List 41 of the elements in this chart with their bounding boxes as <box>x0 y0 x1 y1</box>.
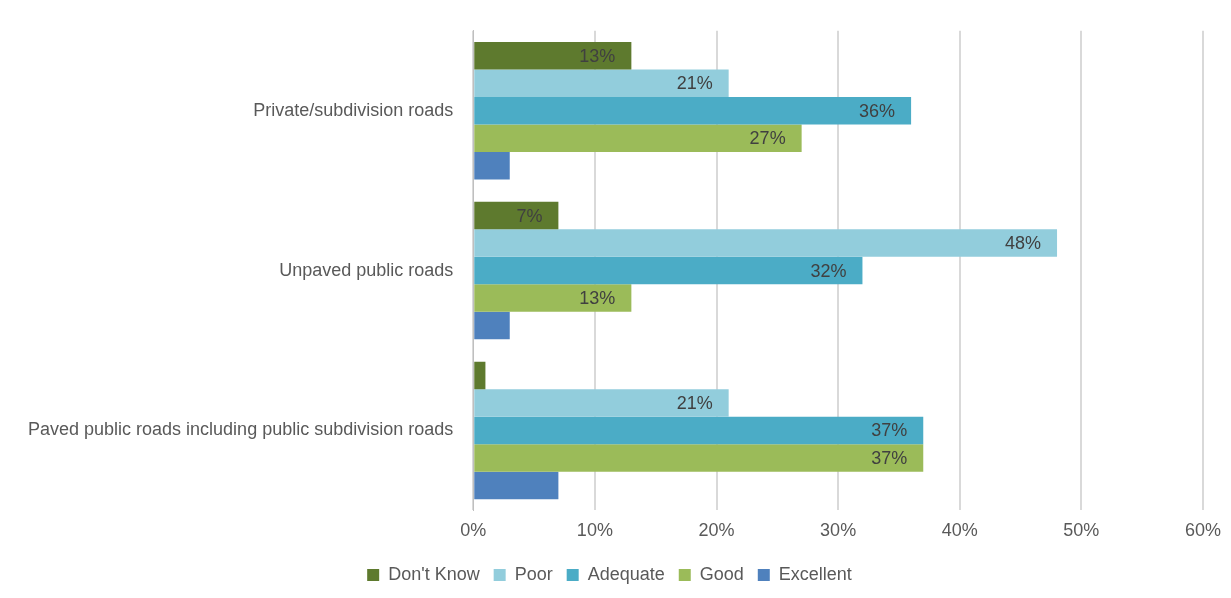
data-label: 21% <box>676 73 713 94</box>
bar <box>474 229 1058 257</box>
data-label: 21% <box>676 392 713 413</box>
legend-label: Good <box>699 563 744 584</box>
x-tick-label: 50% <box>1063 520 1100 541</box>
x-tick-label: 0% <box>460 520 487 541</box>
bar <box>474 284 632 312</box>
y-tick-label: Private/subdivision roads <box>253 99 454 120</box>
y-tick-label: Unpaved public roads <box>279 259 454 280</box>
data-label: 37% <box>871 420 908 441</box>
bar <box>474 151 510 180</box>
bar <box>474 124 802 152</box>
bar <box>474 416 924 445</box>
legend-label: Don't Know <box>388 563 481 584</box>
data-label: 7% <box>516 205 543 226</box>
x-tick-label: 40% <box>941 520 978 541</box>
bar <box>474 389 729 417</box>
data-label: 13% <box>579 288 616 309</box>
data-label: 32% <box>810 260 847 281</box>
bar <box>474 471 559 500</box>
x-tick-label: 30% <box>820 520 857 541</box>
legend-label: Excellent <box>778 563 852 584</box>
bar <box>474 201 559 230</box>
bar <box>474 96 912 125</box>
bar <box>474 361 486 390</box>
legend-label: Adequate <box>587 563 665 584</box>
bar <box>474 256 863 285</box>
data-label: 36% <box>859 100 896 121</box>
data-label: 48% <box>1005 233 1042 254</box>
bar <box>474 311 510 340</box>
x-tick-label: 60% <box>1184 520 1221 541</box>
data-label: 13% <box>579 45 616 66</box>
x-tick-label: 20% <box>698 520 735 541</box>
y-tick-label: Paved public roads including public subdivision roads <box>27 419 454 440</box>
data-label: 27% <box>749 128 786 149</box>
bar <box>474 444 924 472</box>
bar <box>474 41 632 70</box>
bar <box>474 69 729 97</box>
data-label: 37% <box>871 447 908 468</box>
x-tick-label: 10% <box>576 520 613 541</box>
legend-label: Poor <box>514 563 553 584</box>
